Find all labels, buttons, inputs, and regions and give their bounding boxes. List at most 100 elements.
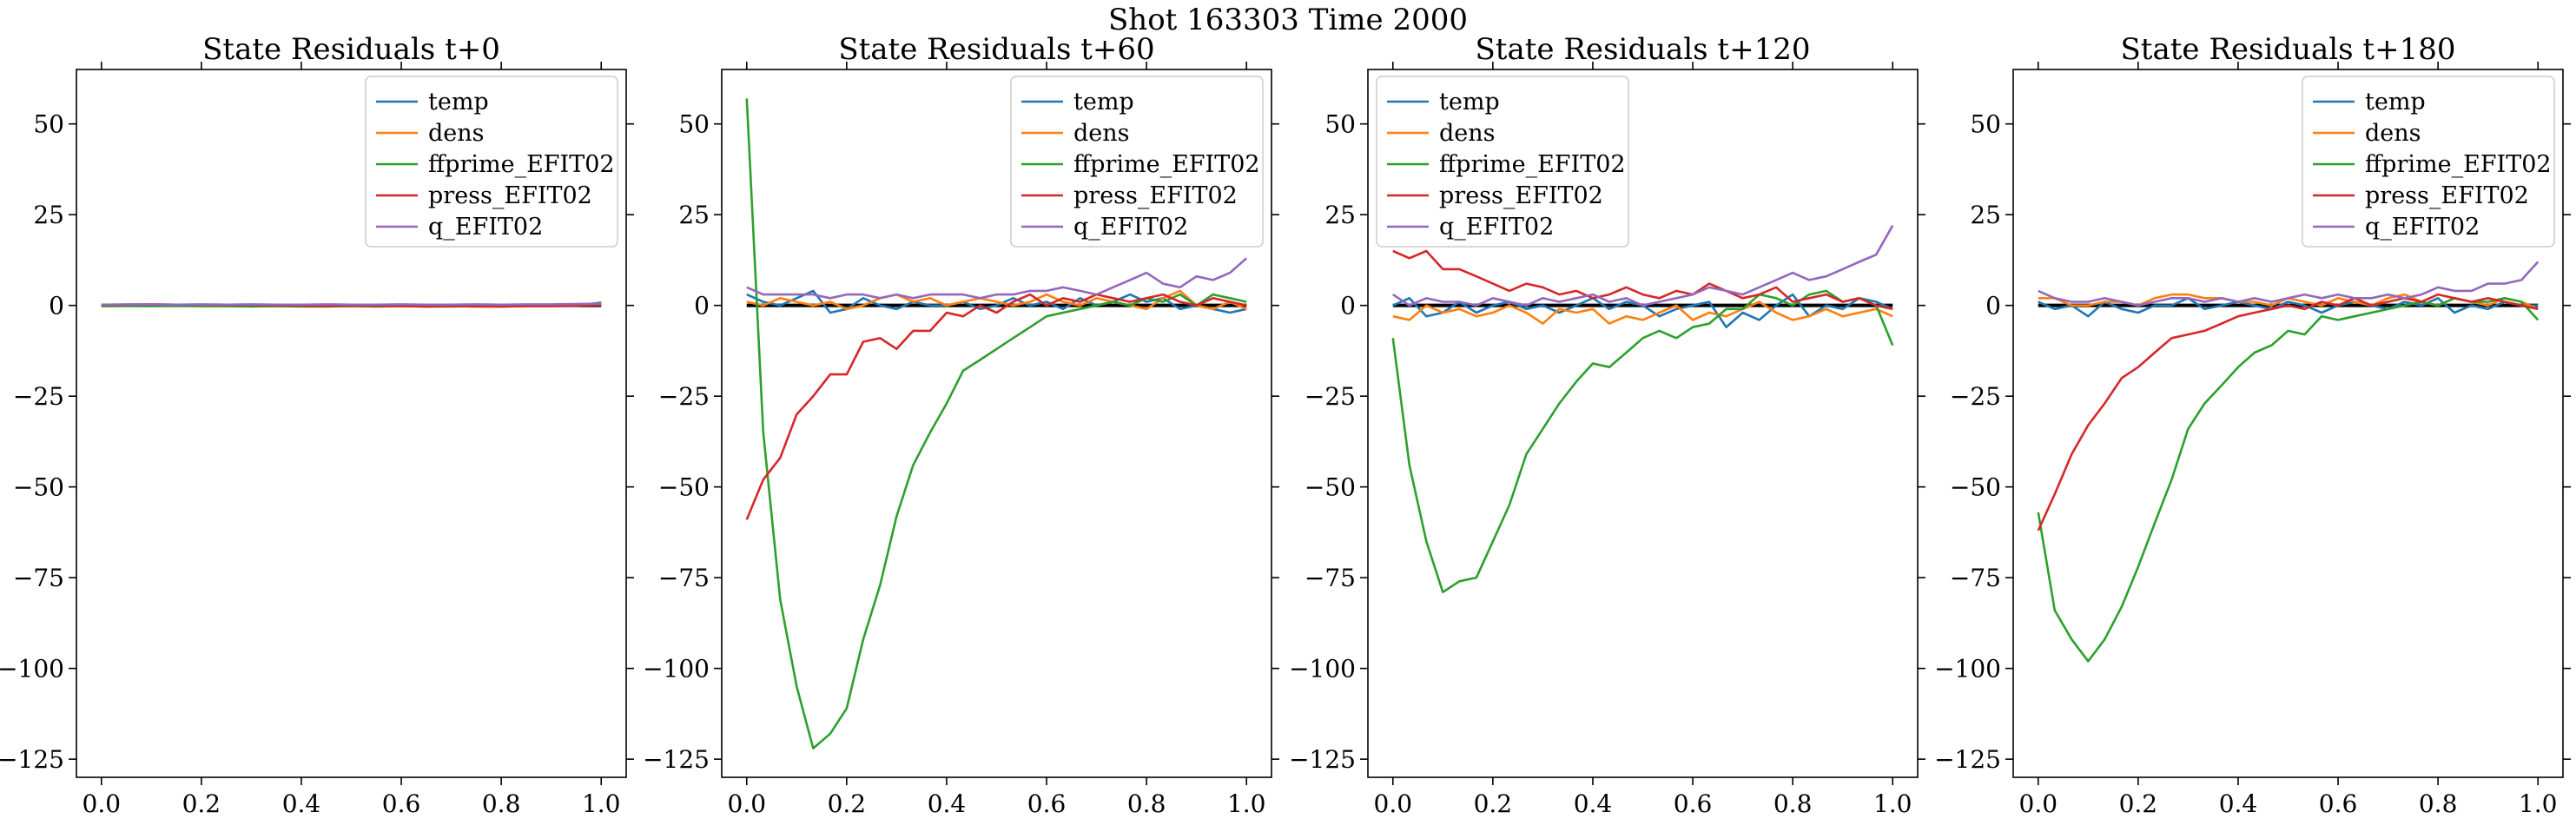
x-tick-label: 0.8: [1127, 789, 1166, 818]
legend-label: temp: [2365, 89, 2426, 116]
x-tick-label: 0.4: [1574, 789, 1613, 818]
series-line-dens: [746, 289, 1247, 311]
y-tick-label: −100: [0, 655, 64, 684]
y-tick-label: −100: [643, 655, 710, 684]
x-tick-label: 0.8: [482, 789, 521, 818]
x-tick-label: 0.2: [182, 789, 221, 818]
legend-label: dens: [2365, 120, 2421, 147]
y-tick-label: −50: [13, 473, 64, 502]
y-tick-label: 0: [694, 292, 710, 320]
y-tick-label: −75: [1950, 564, 2001, 592]
x-tick-label: 0.2: [1474, 789, 1513, 818]
panel-title: State Residuals t+180: [2121, 32, 2456, 67]
legend-label: temp: [428, 89, 489, 116]
legend-label: press_EFIT02: [2365, 182, 2529, 209]
y-tick-label: −25: [658, 382, 710, 411]
legend-label: q_EFIT02: [2365, 214, 2480, 241]
x-tick-label: 0.6: [2319, 789, 2358, 818]
x-tick-label: 0.8: [1773, 789, 1813, 818]
legend-label: ffprime_EFIT02: [2365, 151, 2552, 178]
x-tick-label: 0.0: [1374, 789, 1413, 818]
x-tick-label: 0.6: [1027, 789, 1067, 818]
axes-frame: [2012, 69, 2564, 778]
legend-label: temp: [1073, 89, 1134, 116]
x-tick-label: 1.0: [582, 789, 621, 818]
series-line-q_EFIT02: [746, 257, 1248, 300]
axes-frame: [721, 69, 1272, 778]
y-tick-label: −25: [13, 382, 64, 411]
series-line-dens: [1392, 301, 1893, 325]
legend-label: dens: [1073, 120, 1130, 147]
legend-label: ffprime_EFIT02: [428, 151, 615, 178]
legend-box: [1010, 76, 1264, 248]
series-line-q_EFIT02: [101, 302, 602, 307]
x-tick-label: 0.6: [382, 789, 421, 818]
series-line-ffprime_EFIT02: [2037, 296, 2540, 663]
figure-suptitle: Shot 163303 Time 2000: [1108, 3, 1468, 37]
y-tick-label: −75: [658, 564, 710, 592]
legend-label: press_EFIT02: [1073, 182, 1238, 209]
y-tick-label: 50: [678, 110, 710, 139]
y-tick-label: 25: [678, 201, 710, 229]
panel-title: State Residuals t+0: [202, 32, 500, 67]
x-tick-label: 1.0: [1227, 789, 1266, 818]
series-line-ffprime_EFIT02: [1391, 289, 1894, 594]
x-tick-label: 0.0: [728, 789, 767, 818]
y-tick-label: 50: [1970, 110, 2001, 139]
series-line-temp: [1392, 293, 1893, 329]
y-tick-label: 0: [49, 292, 64, 320]
series-line-q_EFIT02: [2038, 261, 2540, 307]
x-tick-label: 0.4: [928, 789, 967, 818]
x-tick-label: 1.0: [2519, 789, 2558, 818]
y-tick-label: −125: [643, 745, 710, 774]
legend-label: q_EFIT02: [428, 214, 543, 241]
series-line-press_EFIT02: [1392, 249, 1893, 311]
y-tick-label: 50: [1324, 110, 1356, 139]
axes-frame: [76, 69, 627, 778]
series-line-press_EFIT02: [2037, 293, 2539, 532]
y-tick-label: −125: [1934, 745, 2001, 774]
series-line-ffprime_EFIT02: [745, 98, 1247, 750]
legend-label: ffprime_EFIT02: [1073, 151, 1260, 178]
x-tick-label: 1.0: [1873, 789, 1912, 818]
legend-label: temp: [1439, 89, 1500, 116]
panel-1: State Residuals t+60 0.0 0.2 0.4 0.6 0.8 1.0 50…: [643, 32, 1279, 818]
x-tick-label: 0.8: [2419, 789, 2458, 818]
panel-3: State Residuals t+180 0.0 0.2 0.4 0.6 0.8 1.0 5…: [1934, 32, 2571, 818]
legend-label: q_EFIT02: [1439, 214, 1554, 241]
legend-box: [1376, 76, 1629, 248]
y-tick-label: −25: [1950, 382, 2001, 411]
y-tick-label: −25: [1305, 382, 1356, 411]
x-tick-label: 0.4: [282, 789, 321, 818]
legend-label: ffprime_EFIT02: [1439, 151, 1626, 178]
x-tick-label: 0.2: [2119, 789, 2158, 818]
y-tick-label: 25: [33, 201, 64, 229]
legend-label: dens: [1439, 120, 1496, 147]
legend-label: press_EFIT02: [428, 182, 592, 209]
x-tick-label: 0.6: [1674, 789, 1713, 818]
panel-title: State Residuals t+60: [838, 32, 1154, 67]
legend-label: dens: [428, 120, 485, 147]
legend-box: [365, 76, 618, 248]
axes-frame: [1367, 69, 1919, 778]
legend-box: [2302, 76, 2555, 248]
y-tick-label: 50: [33, 110, 64, 139]
panel-title: State Residuals t+120: [1476, 32, 1811, 67]
y-tick-label: −50: [1950, 473, 2001, 502]
y-tick-label: 0: [1340, 292, 1356, 320]
y-tick-label: −50: [1305, 473, 1356, 502]
x-tick-label: 0.4: [2219, 789, 2258, 818]
y-tick-label: 0: [1985, 292, 2001, 320]
y-tick-label: −50: [658, 473, 710, 502]
y-tick-label: −100: [1289, 655, 1356, 684]
series-line-temp: [2038, 296, 2539, 318]
x-tick-label: 0.2: [828, 789, 867, 818]
y-tick-label: 25: [1970, 201, 2001, 229]
y-tick-label: −75: [1305, 564, 1356, 592]
y-tick-label: 25: [1324, 201, 1356, 229]
legend-label: press_EFIT02: [1439, 182, 1603, 209]
y-tick-label: −75: [13, 564, 64, 592]
series-line-q_EFIT02: [1392, 225, 1894, 307]
legend-label: q_EFIT02: [1073, 214, 1188, 241]
